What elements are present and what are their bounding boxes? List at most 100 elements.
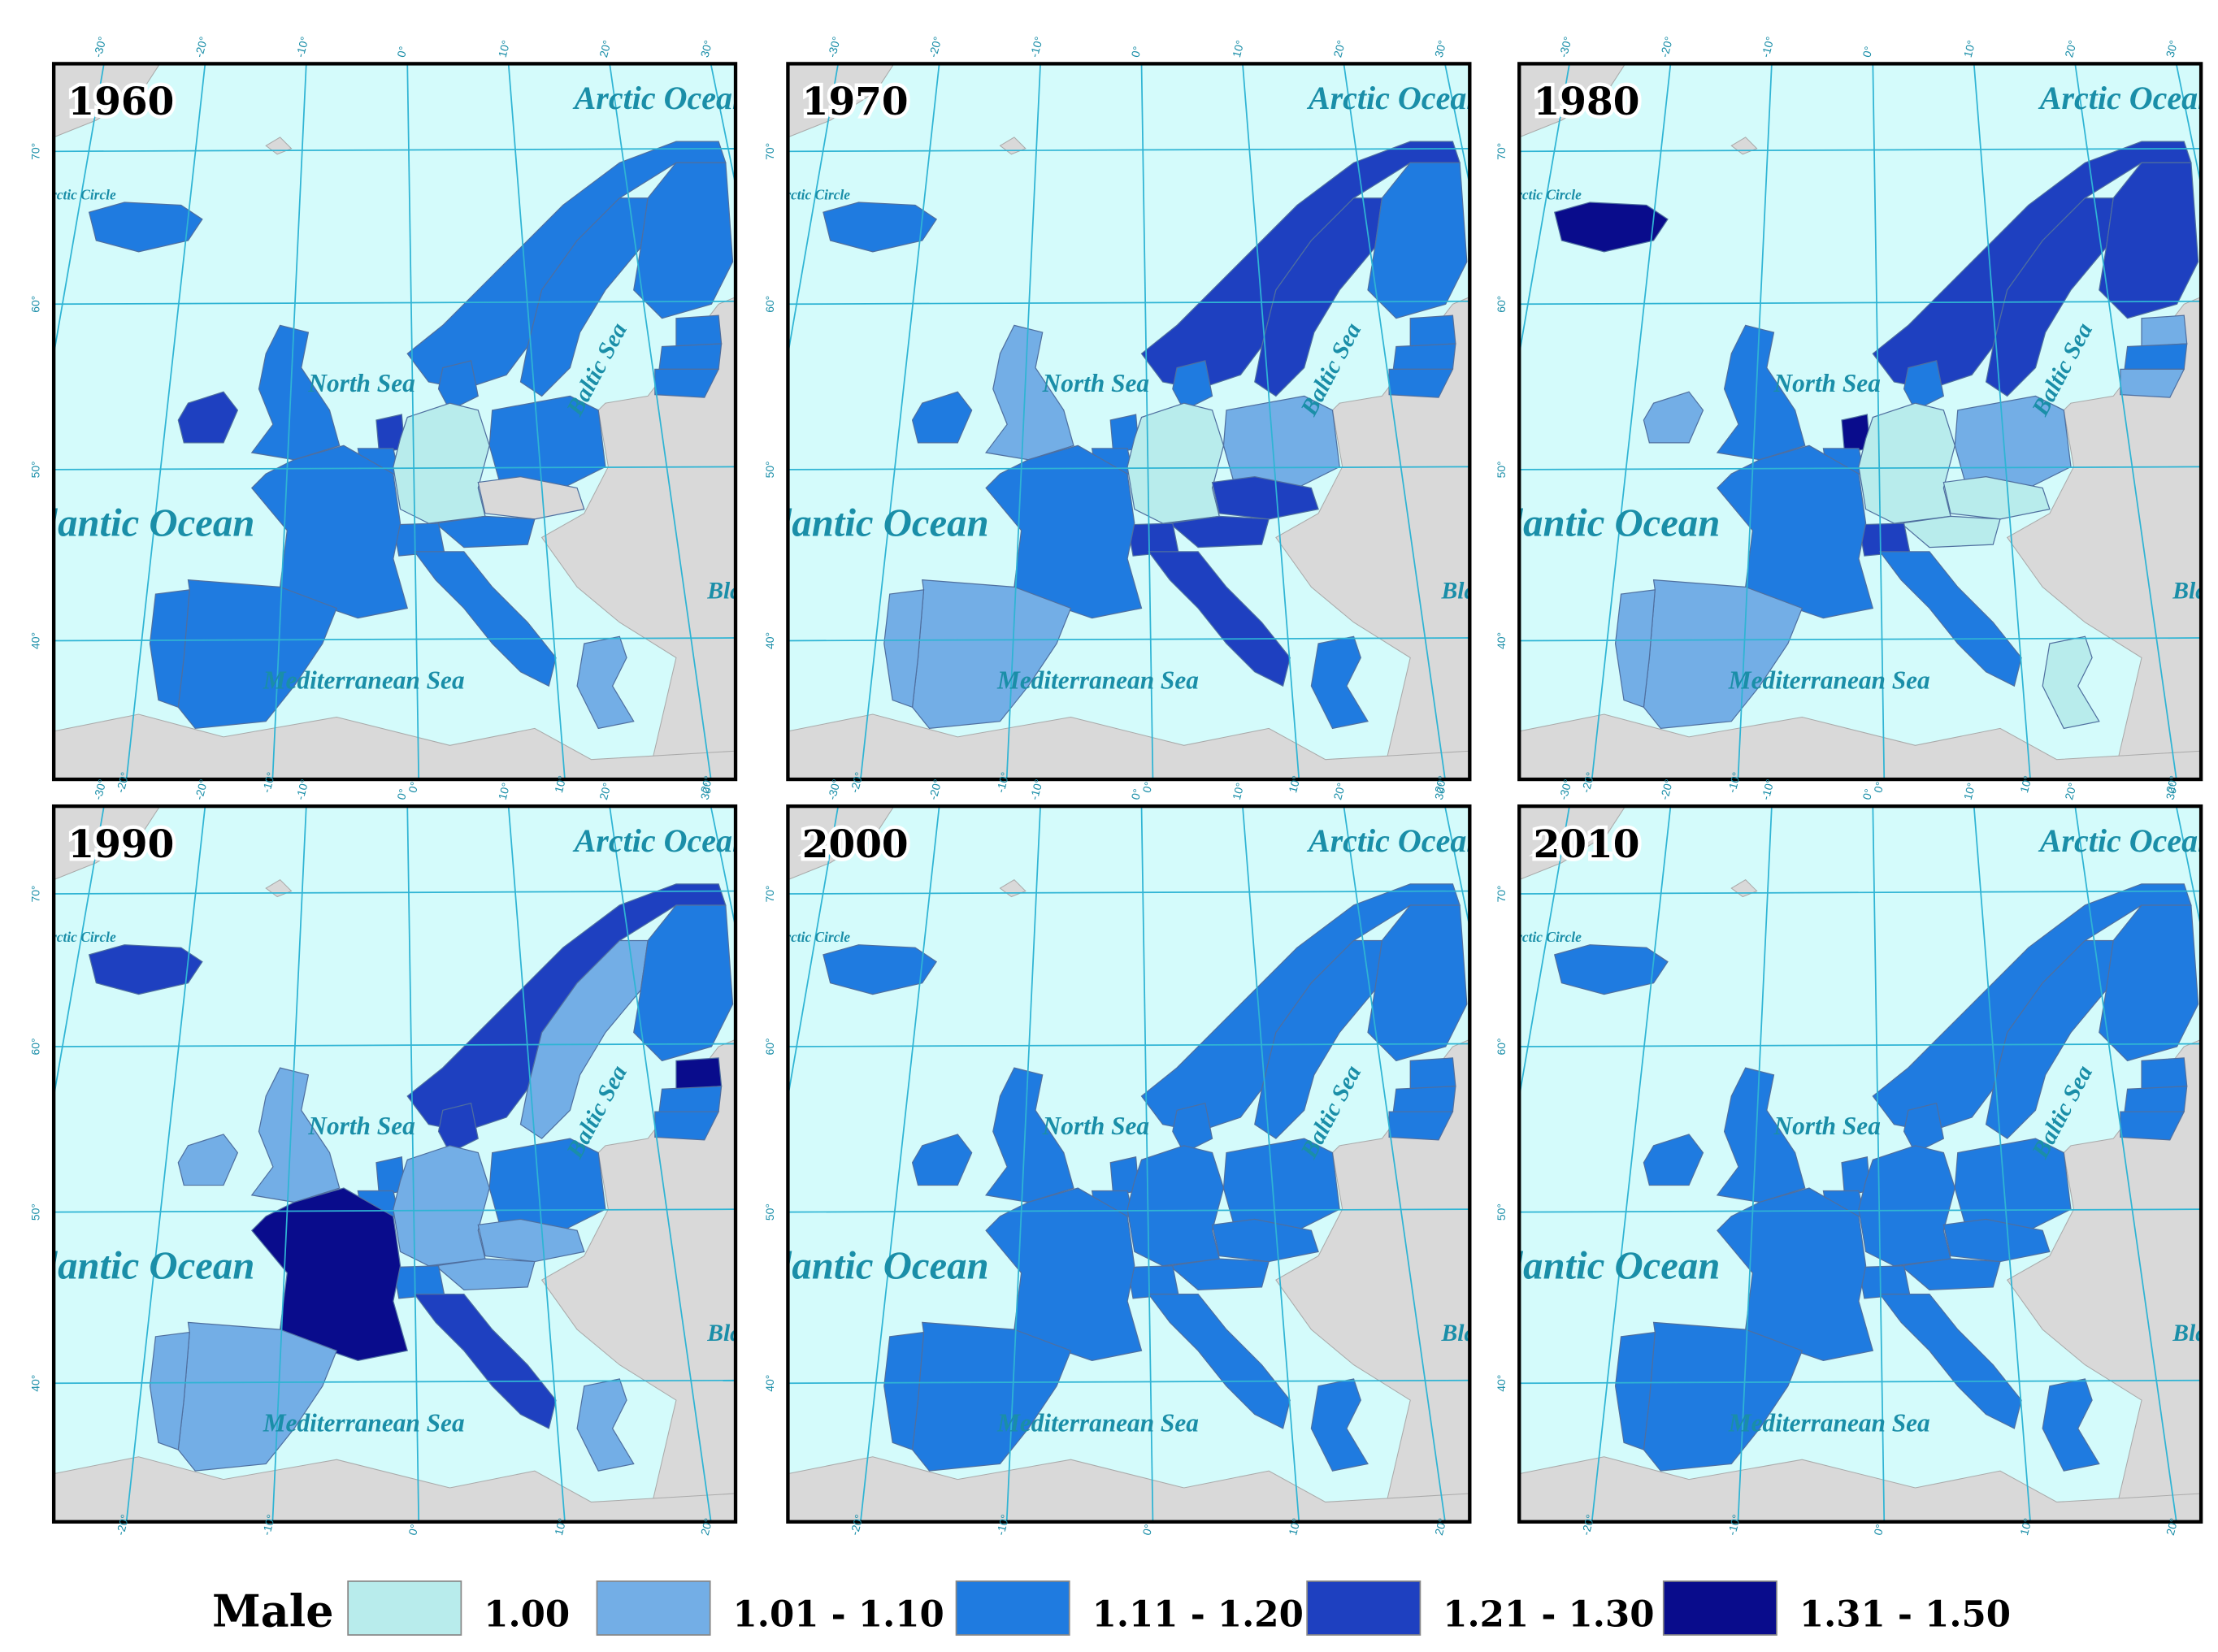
country: [1942, 1218, 2051, 1263]
country: [1554, 202, 1669, 253]
country: [1367, 162, 1468, 319]
country: [1409, 1057, 1456, 1090]
sea-label: Black Sea: [706, 1320, 807, 1346]
graticule-line: [1737, 63, 1773, 780]
sea-label: Arctic Circle: [775, 929, 851, 945]
graticule-line: [1737, 806, 1773, 1522]
sea-label: Arctic Ocean: [2038, 822, 2216, 859]
lat-label: 50°: [763, 461, 776, 478]
panel-frame: [786, 804, 1472, 1524]
land: [1275, 297, 1470, 780]
lon-label: 0°: [1139, 1523, 1155, 1537]
country: [477, 475, 585, 520]
panel-frame: [51, 62, 738, 782]
graticule-line: [54, 466, 736, 470]
lon-label: -20°: [192, 35, 210, 59]
graticule-line: [54, 300, 736, 306]
country: [823, 944, 938, 995]
panel-year: 2010: [1534, 822, 1640, 867]
legend-label: 1.00: [484, 1594, 570, 1636]
sea-label: Atlantic Ocean: [741, 501, 989, 545]
country: [1211, 475, 1319, 520]
country: [519, 197, 649, 397]
lon-label: 20°: [1432, 774, 1449, 794]
lon-label: 20°: [698, 774, 715, 794]
graticule-line: [1519, 300, 2202, 306]
country: [2042, 1378, 2100, 1472]
graticule-line: [507, 63, 566, 780]
country: [1409, 314, 1456, 348]
country: [1643, 391, 1704, 444]
graticule-line: [1591, 806, 1672, 1522]
graticule-line: [788, 1379, 1470, 1385]
country: [1172, 1102, 1213, 1154]
sea-label: North Sea: [1773, 369, 1881, 397]
graticule-line: [1005, 806, 1041, 1522]
legend-label: 1.31 - 1.50: [1799, 1594, 2011, 1636]
land: [1519, 1456, 2202, 1522]
graticule-line: [406, 63, 420, 780]
sea-label: Atlantic Ocean: [7, 501, 254, 545]
sea-label: North Sea: [307, 1112, 415, 1140]
legend-label: 1.01 - 1.10: [733, 1594, 944, 1636]
graticule-line: [788, 806, 840, 1101]
lat-label: 70°: [763, 886, 776, 903]
sea-label: Mediterranean Sea: [263, 1408, 465, 1437]
lon-label: -20°: [1657, 778, 1675, 801]
lon-label: -30°: [91, 35, 109, 59]
country: [1942, 475, 2051, 520]
country: [633, 162, 734, 319]
country: [149, 1331, 190, 1450]
country: [1148, 551, 1291, 687]
country: [1392, 1086, 1456, 1112]
sea-label: Arctic Ocean: [572, 822, 751, 859]
graticule-line: [1140, 63, 1154, 780]
country: [1954, 1138, 2072, 1231]
graticule-line: [860, 806, 940, 1522]
lat-label: 70°: [1495, 886, 1508, 903]
country: [1367, 904, 1468, 1062]
graticule-line: [788, 1043, 1470, 1047]
panel-frame: [786, 62, 1472, 782]
lon-label: -10°: [1725, 1513, 1743, 1537]
graticule-line: [788, 63, 840, 359]
country: [488, 395, 606, 489]
country: [2141, 314, 2188, 348]
graticule-line: [2074, 806, 2177, 1522]
country: [1222, 395, 1340, 489]
graticule-line: [507, 806, 566, 1522]
lon-label: -10°: [994, 770, 1012, 794]
lat-label: 50°: [1495, 1203, 1508, 1221]
graticule-line: [1519, 1208, 2202, 1213]
graticule-line: [1973, 63, 2031, 780]
lon-label: 30°: [698, 39, 715, 59]
lat-label: 70°: [763, 143, 776, 160]
country: [658, 1086, 723, 1112]
lon-label: 30°: [2164, 781, 2181, 800]
country: [675, 314, 723, 348]
lat-label: 40°: [1495, 632, 1508, 649]
graticule-line: [1872, 806, 1886, 1522]
country: [393, 1265, 445, 1299]
country: [393, 402, 490, 524]
lon-label: -30°: [1556, 35, 1574, 59]
graticule-line: [271, 806, 307, 1522]
lat-label: 60°: [763, 1038, 776, 1055]
lon-label: -30°: [1556, 778, 1574, 801]
graticule-line: [125, 806, 206, 1522]
graticule-line: [788, 300, 1470, 306]
country: [1878, 551, 2022, 687]
sea-label: Arctic Circle: [41, 186, 116, 202]
graticule-line: [54, 637, 736, 642]
sea-label: Mediterranean Sea: [996, 666, 1199, 695]
graticule-line: [860, 63, 940, 780]
land: [1275, 1038, 1470, 1522]
sea-label: Atlantic Ocean: [7, 1243, 254, 1287]
lat-label: 60°: [1495, 1038, 1508, 1055]
graticule-line: [788, 1208, 1470, 1213]
country: [393, 522, 445, 557]
land: [54, 806, 161, 881]
